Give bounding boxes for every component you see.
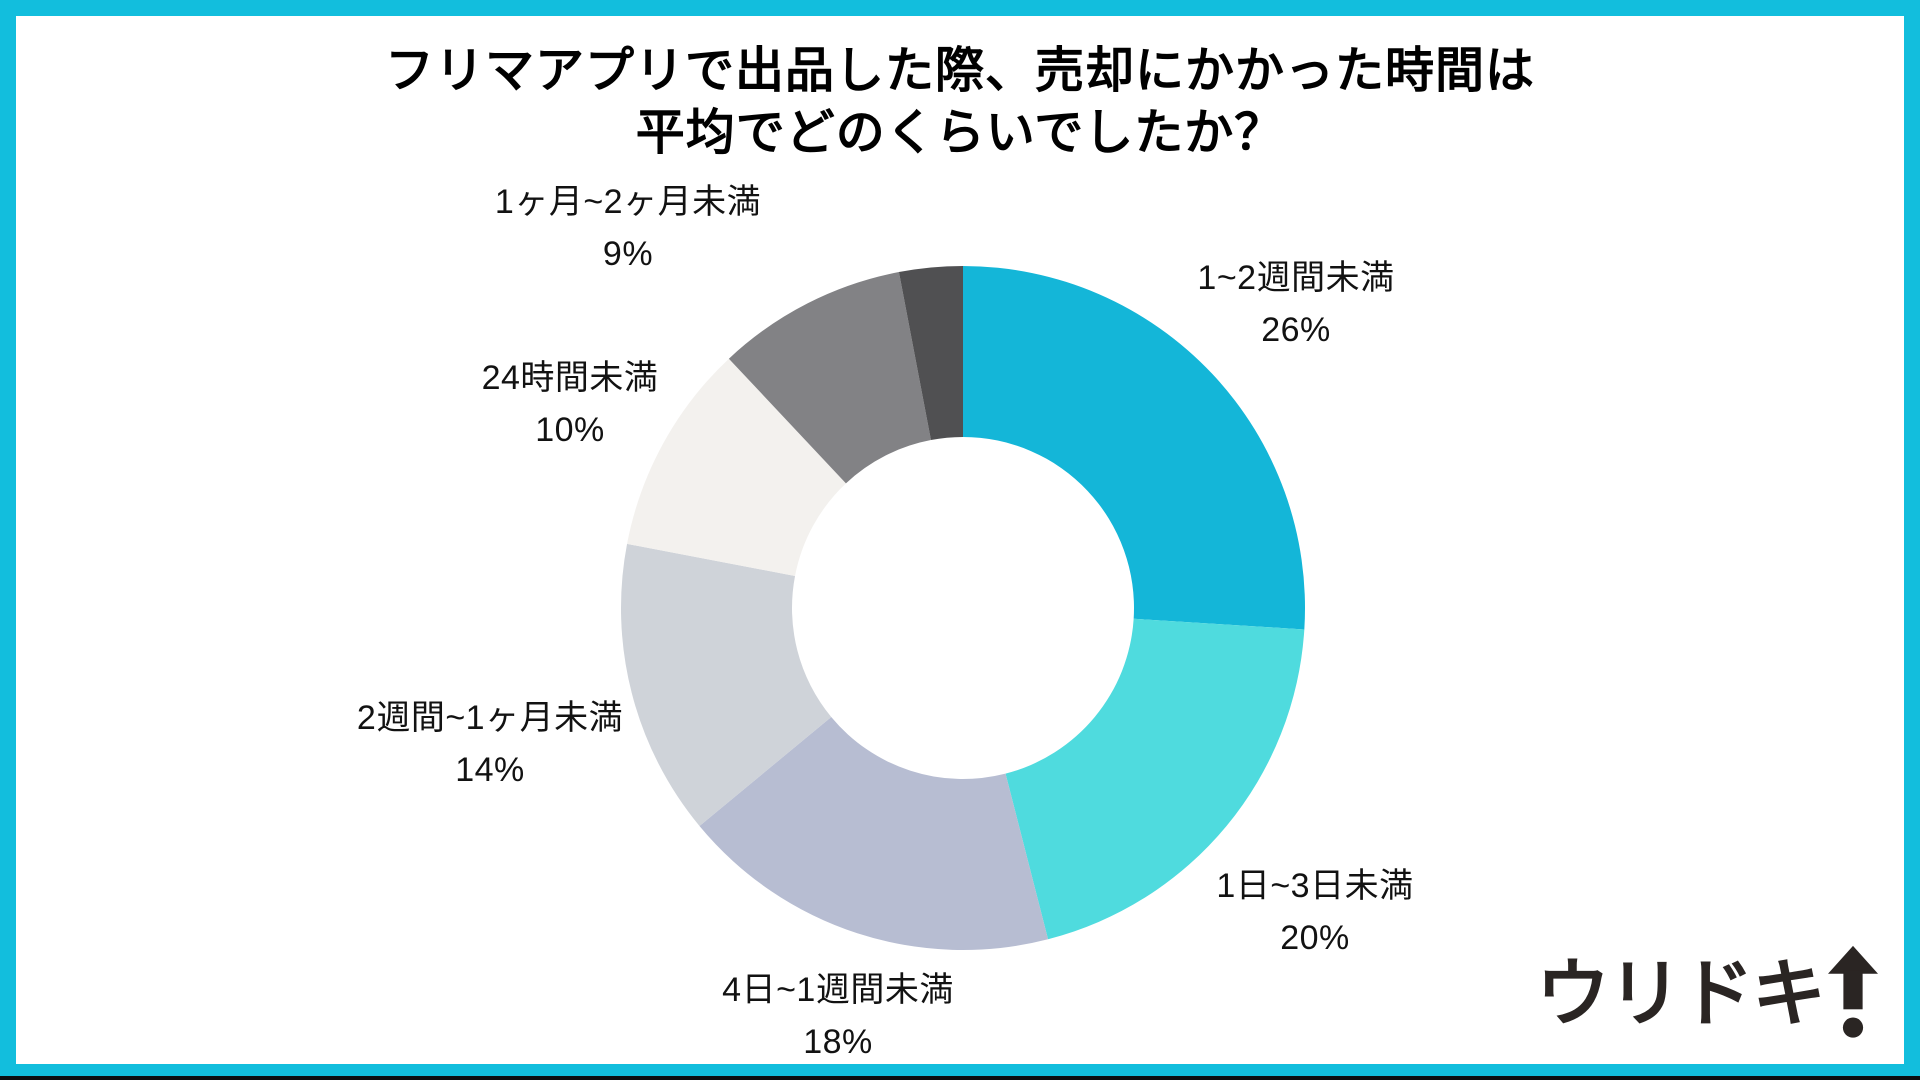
- segment-label-4days-1week: 4日~1週間未満 18%: [722, 964, 954, 1068]
- donut-segment-2: [699, 717, 1049, 951]
- segment-label-pct: 14%: [455, 751, 525, 789]
- segment-label-text: 1ヶ月~2ヶ月未満: [494, 183, 762, 221]
- segment-label-pct: 18%: [803, 1023, 873, 1061]
- segment-label-text: 2週間~1ヶ月未満: [356, 699, 624, 737]
- segment-label-2weeks-1month: 2週間~1ヶ月未満 14%: [357, 692, 623, 796]
- segment-label-text: 24時間未満: [481, 359, 659, 397]
- bottom-edge-line: [0, 1076, 1920, 1080]
- brand-logo-text: ウリドキ: [1536, 952, 1826, 1035]
- segment-label-pct: 9%: [602, 235, 654, 273]
- segment-label-pct: 26%: [1261, 311, 1331, 349]
- donut-segment-3: [621, 543, 832, 826]
- segment-label-pct: 10%: [535, 411, 605, 449]
- segment-label-text: 1~2週間未満: [1197, 259, 1395, 297]
- segment-label-1-2-weeks: 1~2週間未満 26%: [1197, 252, 1394, 356]
- donut-segment-0: [963, 266, 1306, 630]
- segment-label-text: 1日~3日未満: [1216, 867, 1414, 905]
- segment-label-text: 4日~1週間未満: [722, 971, 954, 1009]
- donut-segment-6: [898, 266, 963, 441]
- chart-title-line2: 平均でどのくらいでしたか？: [635, 106, 1285, 160]
- segment-label-under-24h: 24時間未満 10%: [482, 352, 659, 456]
- up-arrow-icon: [1828, 945, 1878, 1038]
- segment-label-pct: 20%: [1280, 919, 1350, 957]
- donut-segment-4: [627, 358, 846, 576]
- segment-label-1-2-months: 1ヶ月~2ヶ月未満 9%: [495, 176, 761, 280]
- chart-title: フリマアプリで出品した際、売却にかかった時間は 平均でどのくらいでしたか？: [0, 40, 1920, 164]
- segment-label-1-3-days: 1日~3日未満 20%: [1216, 860, 1413, 964]
- chart-title-line1: フリマアプリで出品した際、売却にかかった時間は: [384, 44, 1535, 98]
- brand-logo: ウリドキ: [1536, 945, 1878, 1040]
- donut-segment-1: [1005, 618, 1305, 940]
- donut-segment-5: [728, 272, 931, 484]
